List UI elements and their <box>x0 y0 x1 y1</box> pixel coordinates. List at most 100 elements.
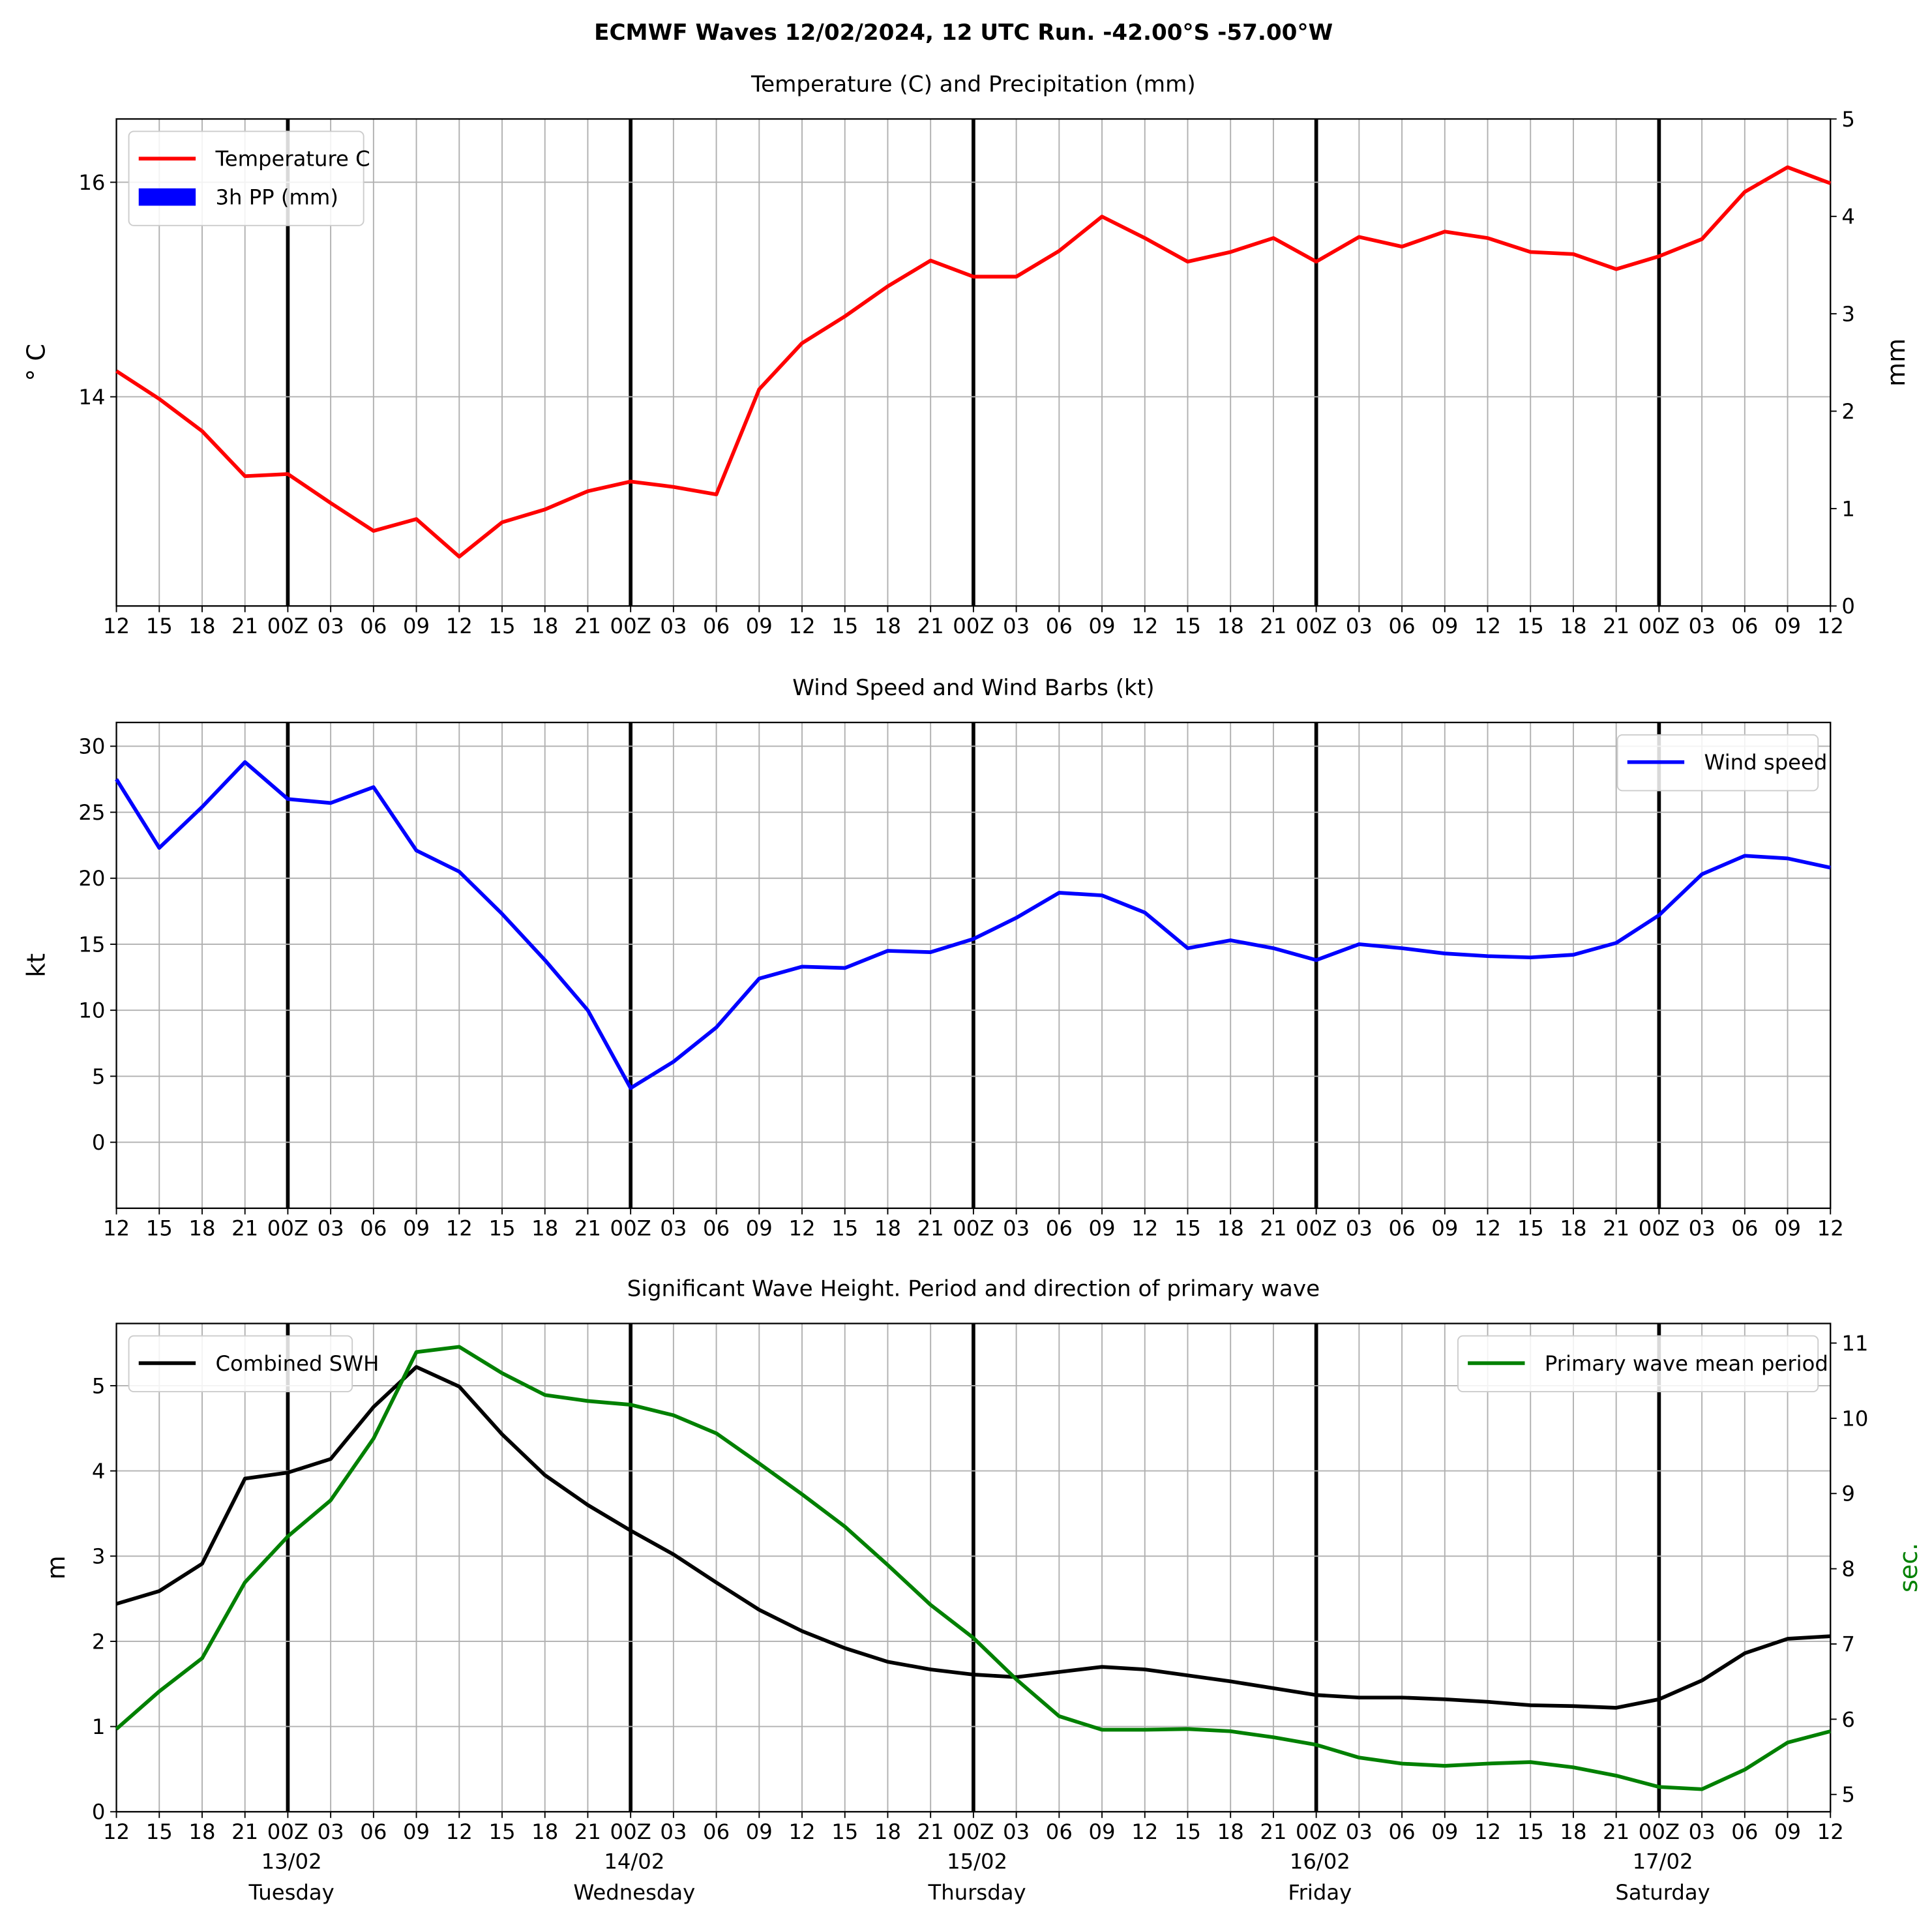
x-tick-label: 15 <box>1174 614 1201 638</box>
x-tick-label: 00Z <box>953 614 994 638</box>
x-tick-label: 15 <box>1517 1819 1544 1844</box>
x-tick-label: 18 <box>188 1216 215 1241</box>
x-tick-label: 12 <box>103 1819 130 1844</box>
x-tick-label: 09 <box>1774 1819 1801 1844</box>
x-tick-label: 06 <box>1731 614 1758 638</box>
subplot-title: Wind Speed and Wind Barbs (kt) <box>792 675 1154 701</box>
x-tick-label: 09 <box>1431 1819 1458 1844</box>
x-tick-label: 15 <box>1174 1819 1201 1844</box>
x-tick-label: 09 <box>1774 1216 1801 1241</box>
x-tick-label: 21 <box>231 614 258 638</box>
x-tick-label: 15 <box>488 1819 515 1844</box>
y-tick-label: 1 <box>92 1714 106 1739</box>
x-tick-label: 00Z <box>953 1216 994 1241</box>
x-tick-label: 06 <box>703 614 730 638</box>
y2-axis-label: mm <box>1882 338 1910 387</box>
x-tick-label: 09 <box>746 1819 773 1844</box>
y2-tick-label: 0 <box>1841 594 1855 619</box>
y-tick-label: 16 <box>78 170 105 195</box>
x-tick-label: 03 <box>1346 1216 1373 1241</box>
x-tick-label: 12 <box>1817 1216 1844 1241</box>
x-tick-label: 15 <box>831 1216 858 1241</box>
x-tick-label: 06 <box>1389 1216 1416 1241</box>
x-tick-label: 06 <box>1731 1216 1758 1241</box>
legend-label: Wind speed <box>1704 750 1828 775</box>
legend-swatch <box>138 188 196 206</box>
x-tick-label: 00Z <box>267 614 308 638</box>
x-tick-label: 12 <box>446 614 473 638</box>
x-tick-label: 03 <box>318 614 344 638</box>
x-tick-label: 00Z <box>1639 1819 1680 1844</box>
x-tick-label: 21 <box>917 614 944 638</box>
x-tick-label: 06 <box>1046 614 1073 638</box>
x-tick-label: 09 <box>1089 1819 1116 1844</box>
y2-tick-label: 5 <box>1841 1782 1855 1807</box>
x-tick-label: 09 <box>1431 614 1458 638</box>
x-tick-label: 09 <box>1089 614 1116 638</box>
x-tick-label: 18 <box>1217 1216 1244 1241</box>
x-tick-label: 00Z <box>1296 614 1337 638</box>
x-tick-label: 15 <box>488 1216 515 1241</box>
x-tick-label: 03 <box>1003 1819 1030 1844</box>
day-date-label: 13/02 <box>261 1849 322 1874</box>
x-tick-label: 03 <box>1689 1819 1716 1844</box>
x-tick-label: 03 <box>660 1819 687 1844</box>
x-tick-label: 18 <box>531 1819 558 1844</box>
y-tick-label: 30 <box>78 734 105 759</box>
x-tick-label: 12 <box>446 1819 473 1844</box>
x-tick-label: 21 <box>1603 614 1629 638</box>
x-tick-label: 12 <box>103 1216 130 1241</box>
day-name-label: Wednesday <box>573 1880 695 1905</box>
x-tick-label: 12 <box>1131 614 1158 638</box>
x-tick-label: 18 <box>531 614 558 638</box>
x-tick-label: 12 <box>1474 1216 1501 1241</box>
x-tick-label: 06 <box>1389 614 1416 638</box>
legend-label: 3h PP (mm) <box>215 185 338 210</box>
x-tick-label: 18 <box>531 1216 558 1241</box>
x-tick-label: 15 <box>146 1216 173 1241</box>
y2-tick-label: 8 <box>1841 1557 1855 1581</box>
x-tick-label: 18 <box>1217 614 1244 638</box>
x-tick-label: 15 <box>146 1819 173 1844</box>
x-tick-label: 15 <box>1174 1216 1201 1241</box>
x-tick-label: 12 <box>1474 1819 1501 1844</box>
x-tick-label: 00Z <box>1639 614 1680 638</box>
x-tick-label: 18 <box>1560 1819 1586 1844</box>
x-tick-label: 03 <box>1346 614 1373 638</box>
x-tick-label: 00Z <box>610 1216 651 1241</box>
series-line <box>115 165 1832 559</box>
x-tick-label: 03 <box>660 614 687 638</box>
y2-axis-label: sec. <box>1894 1543 1923 1592</box>
x-tick-label: 18 <box>1217 1819 1244 1844</box>
x-tick-label: 03 <box>318 1216 344 1241</box>
x-tick-label: 18 <box>874 1819 901 1844</box>
x-tick-label: 00Z <box>267 1216 308 1241</box>
x-tick-label: 03 <box>1689 614 1716 638</box>
x-tick-label: 21 <box>574 614 601 638</box>
y-tick-label: 3 <box>92 1544 106 1569</box>
y2-tick-label: 9 <box>1841 1482 1855 1506</box>
y-axis-label: ° C <box>22 344 50 381</box>
x-tick-label: 21 <box>1260 1819 1286 1844</box>
x-tick-label: 18 <box>874 614 901 638</box>
x-tick-label: 12 <box>788 1216 815 1241</box>
y-tick-label: 10 <box>78 998 105 1023</box>
legend-box <box>1457 1335 1819 1393</box>
x-tick-label: 00Z <box>1296 1216 1337 1241</box>
x-tick-label: 12 <box>1131 1819 1158 1844</box>
legend-box <box>128 130 364 226</box>
y-axis-label: kt <box>22 953 50 978</box>
x-tick-label: 12 <box>1131 1216 1158 1241</box>
x-tick-label: 09 <box>746 614 773 638</box>
y2-tick-label: 2 <box>1841 399 1855 424</box>
x-tick-label: 15 <box>1517 614 1544 638</box>
x-tick-label: 06 <box>1046 1819 1073 1844</box>
x-tick-label: 09 <box>1774 614 1801 638</box>
plot-frame <box>115 118 1832 607</box>
x-tick-label: 06 <box>1731 1819 1758 1844</box>
day-name-label: Tuesday <box>248 1880 334 1905</box>
x-tick-label: 06 <box>1046 1216 1073 1241</box>
series-line <box>115 760 1831 1090</box>
